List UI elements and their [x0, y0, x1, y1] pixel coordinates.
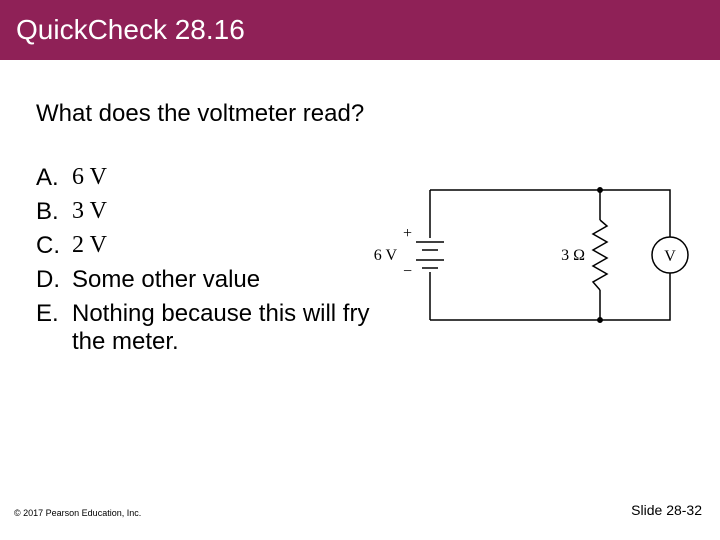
answer-text: Some other value [72, 266, 260, 294]
answer-text: 6 V [72, 164, 107, 192]
answer-letter: B. [36, 198, 72, 226]
battery-value-label: 6 V [374, 247, 398, 264]
slide-title: QuickCheck 28.16 [16, 14, 245, 46]
voltmeter-letter-label: V [664, 248, 676, 265]
battery-minus-label: − [403, 263, 412, 280]
answer-letter: C. [36, 232, 72, 260]
resistor-icon [593, 220, 607, 290]
answer-letter: A. [36, 164, 72, 192]
title-bar: QuickCheck 28.16 [0, 0, 720, 60]
wire-right-bottom [600, 273, 670, 320]
battery-plus-label: + [403, 225, 412, 242]
circuit-svg: + − 6 V 3 Ω V [370, 170, 700, 340]
circuit-diagram: + − 6 V 3 Ω V [370, 170, 700, 340]
resistor-value-label: 3 Ω [561, 247, 585, 264]
answer-text: 2 V [72, 232, 107, 260]
answer-letter: E. [36, 300, 72, 356]
slide-number: Slide 28-32 [631, 502, 702, 518]
wire-right-top [600, 190, 670, 237]
answer-text: Nothing because this will fry the meter. [72, 300, 372, 356]
question-text: What does the voltmeter read? [0, 60, 720, 128]
answer-text: 3 V [72, 198, 107, 226]
answer-letter: D. [36, 266, 72, 294]
node-top [598, 188, 602, 192]
slide: QuickCheck 28.16 What does the voltmeter… [0, 0, 720, 540]
node-bottom [598, 318, 602, 322]
copyright-text: © 2017 Pearson Education, Inc. [14, 508, 141, 518]
